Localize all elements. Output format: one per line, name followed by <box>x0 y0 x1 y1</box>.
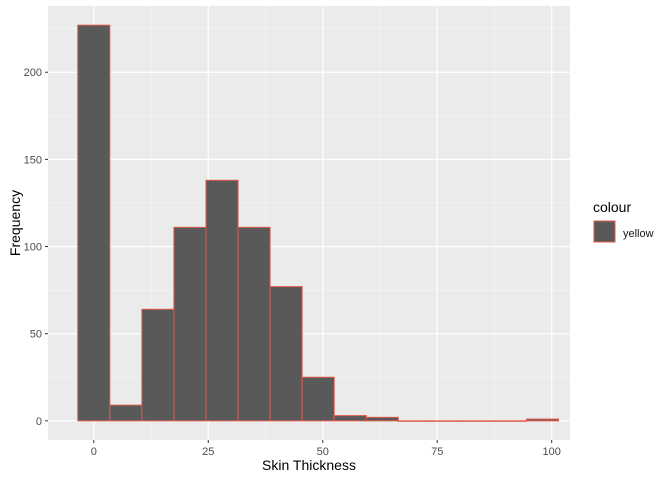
histogram-bar <box>269 286 303 422</box>
histogram-bar <box>237 226 271 422</box>
x-tick-label: 50 <box>317 446 329 458</box>
bars-layer <box>77 24 560 422</box>
x-tick-label: 25 <box>202 446 214 458</box>
grid-layer <box>48 6 570 440</box>
plot-panel <box>48 6 570 440</box>
y-tick-label: 150 <box>24 154 42 166</box>
histogram-bar <box>461 420 495 422</box>
x-axis-title: Skin Thickness <box>262 457 356 473</box>
histogram-bar <box>141 308 175 422</box>
histogram-bar <box>429 420 463 422</box>
legend-key <box>593 220 616 243</box>
y-tick-label: 0 <box>36 416 42 428</box>
histogram-bar <box>205 179 239 422</box>
histogram-bar <box>365 416 399 422</box>
histogram-bar <box>333 415 367 422</box>
histogram-bar <box>77 24 111 422</box>
histogram-bar <box>397 420 431 422</box>
histogram-bar <box>493 420 527 422</box>
y-tick-label: 50 <box>30 329 42 341</box>
histogram-bar <box>109 404 143 422</box>
legend: colour yellow <box>593 199 654 243</box>
legend-title: colour <box>593 199 631 215</box>
histogram-bar <box>526 418 560 422</box>
y-tick-label: 100 <box>24 242 42 254</box>
histogram-bar <box>301 376 335 422</box>
legend-label-yellow: yellow <box>623 228 654 240</box>
x-tick-label: 75 <box>431 446 443 458</box>
histogram-bar <box>173 226 207 422</box>
x-tick-label: 100 <box>543 446 561 458</box>
y-axis-title: Frequency <box>7 190 23 256</box>
x-tick-label: 0 <box>91 446 97 458</box>
axis-layer: 0 50 100 150 200 0 25 50 75 100 <box>24 67 561 458</box>
y-tick-label: 200 <box>24 67 42 79</box>
